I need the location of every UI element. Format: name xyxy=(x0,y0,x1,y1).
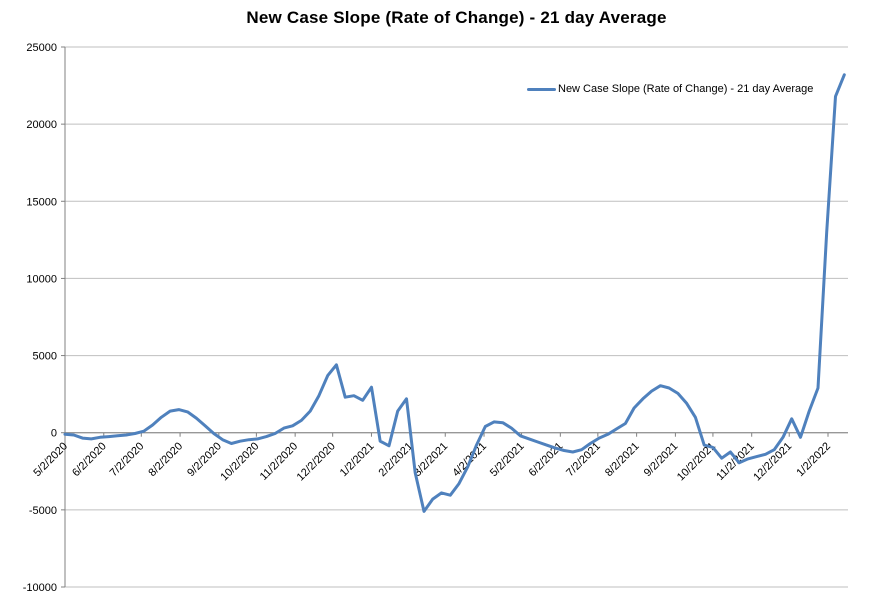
x-axis-label: 3/2/2021 xyxy=(412,440,451,479)
x-axis-label: 12/2/2020 xyxy=(295,440,338,483)
x-axis-label: 10/2/2020 xyxy=(218,440,261,483)
y-axis-label: -10000 xyxy=(23,582,57,594)
x-axis-label: 12/2/2021 xyxy=(751,440,794,483)
legend-line-swatch xyxy=(527,87,556,91)
x-axis-label: 5/2/2021 xyxy=(488,440,527,479)
x-axis-label: 2/2/2021 xyxy=(377,440,416,479)
x-axis-label: 7/2/2020 xyxy=(108,440,147,479)
x-axis-label: 1/2/2022 xyxy=(794,440,833,479)
x-axis-label: 7/2/2021 xyxy=(564,440,603,479)
legend: New Case Slope (Rate of Change) - 21 day… xyxy=(527,82,813,96)
x-axis-label: 11/2/2020 xyxy=(258,440,301,483)
x-axis-label: 11/2/2021 xyxy=(714,440,757,483)
x-axis-label: 8/2/2021 xyxy=(603,440,642,479)
y-axis-label: 25000 xyxy=(26,42,57,54)
y-axis-label: 5000 xyxy=(33,351,57,363)
y-axis-label: 20000 xyxy=(26,119,57,131)
chart-title: New Case Slope (Rate of Change) - 21 day… xyxy=(246,8,667,27)
data-line xyxy=(63,73,846,513)
y-axis-label: -5000 xyxy=(29,505,57,517)
y-axis-label: 0 xyxy=(51,428,57,440)
y-axis-label: 10000 xyxy=(26,273,57,285)
y-axis-label: 15000 xyxy=(26,196,57,208)
x-axis-label: 6/2/2020 xyxy=(70,440,109,479)
x-axis-label: 8/2/2020 xyxy=(146,440,185,479)
x-axis-label: 9/2/2020 xyxy=(185,440,224,479)
x-axis-label: 5/2/2020 xyxy=(31,440,70,479)
x-axis-label: 1/2/2021 xyxy=(338,440,377,479)
legend-label: New Case Slope (Rate of Change) - 21 day… xyxy=(558,83,814,95)
x-axis-label: 9/2/2021 xyxy=(642,440,681,479)
